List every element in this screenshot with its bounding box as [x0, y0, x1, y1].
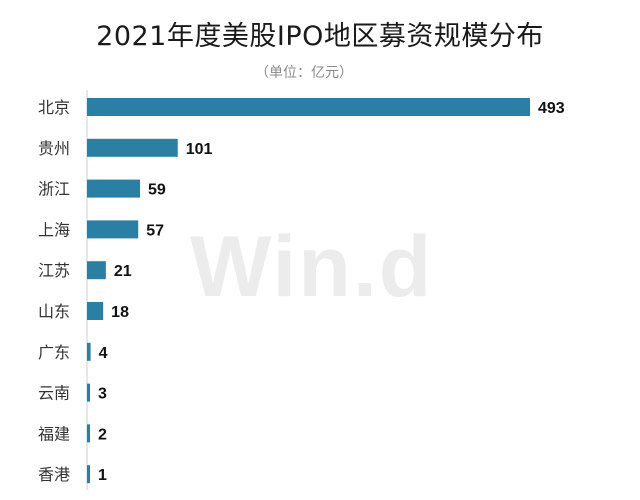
category-label: 福建 [38, 424, 70, 443]
bar [87, 383, 90, 402]
value-label: 493 [538, 100, 565, 117]
bar [87, 220, 139, 239]
bar [87, 138, 178, 157]
category-label: 山东 [38, 302, 70, 321]
bar [87, 261, 106, 280]
bar [87, 98, 530, 116]
category-label: 云南 [38, 384, 70, 403]
value-label: 4 [99, 345, 108, 362]
chart-title: 2021年度美股IPO地区募资规模分布 [96, 21, 544, 52]
watermark-logo: Win.d [190, 219, 434, 315]
category-label: 江苏 [38, 261, 70, 280]
value-label: 59 [148, 182, 166, 199]
bar [87, 342, 91, 361]
value-label: 21 [114, 263, 132, 280]
category-label: 北京 [38, 98, 70, 117]
value-label: 101 [186, 141, 213, 158]
chart-subtitle: （单位：亿元） [255, 65, 353, 81]
category-label: 贵州 [38, 139, 70, 158]
category-label: 浙江 [38, 180, 70, 199]
bar [87, 465, 90, 484]
value-label: 1 [98, 467, 107, 484]
value-label: 2 [98, 426, 107, 443]
category-label: 香港 [38, 465, 70, 484]
value-label: 3 [98, 386, 107, 403]
category-label: 广东 [38, 343, 70, 362]
value-label: 18 [111, 304, 129, 321]
bar [87, 179, 141, 198]
bar [87, 302, 104, 320]
bar [87, 424, 90, 443]
value-label: 57 [146, 222, 164, 239]
category-label: 上海 [38, 220, 70, 239]
